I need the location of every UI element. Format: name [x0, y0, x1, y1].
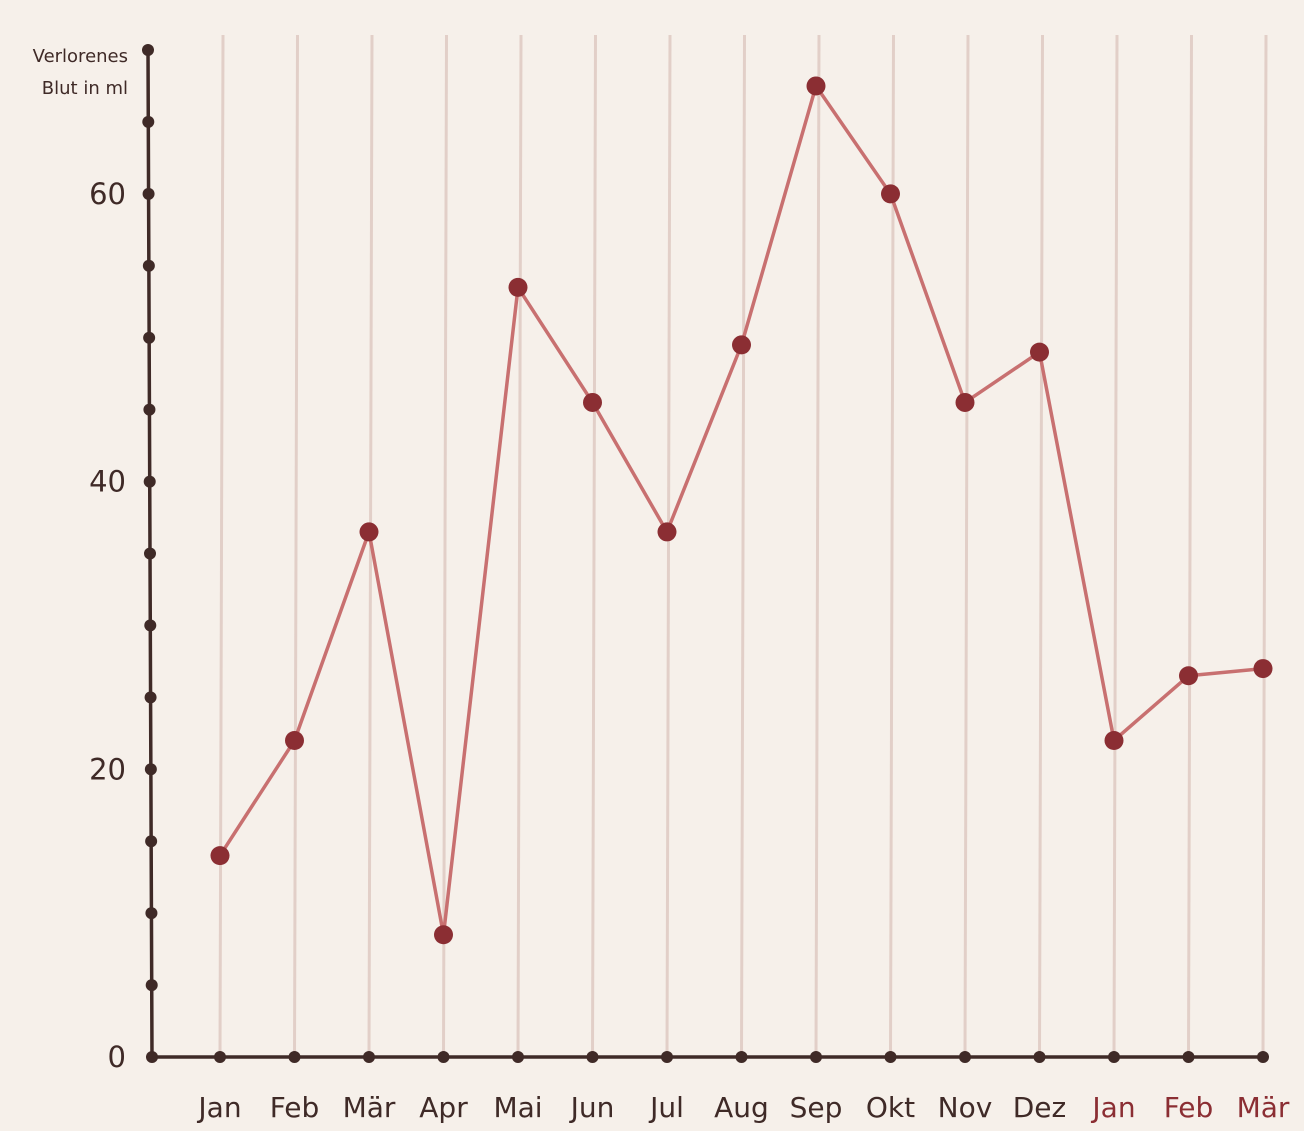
data-point-10 — [881, 184, 900, 204]
x-tick-dot-3 — [363, 1051, 375, 1063]
gridline-6 — [591, 34, 597, 1058]
gridline-2 — [293, 34, 299, 1058]
gridline-7 — [665, 34, 672, 1058]
x-tick-label-8: Aug — [714, 1091, 769, 1124]
data-point-12 — [1030, 342, 1049, 362]
data-point-11 — [955, 392, 975, 412]
y-tick-dot-65 — [142, 115, 155, 128]
y-tick-label-20: 20 — [89, 752, 126, 786]
x-tick-dot-15 — [1257, 1051, 1269, 1063]
y-tick-dot-70 — [142, 44, 154, 56]
x-tick-label-10: Okt — [866, 1091, 915, 1124]
x-tick-label-15: Mär — [1237, 1091, 1290, 1124]
data-point-1 — [210, 846, 230, 866]
data-point-6 — [583, 392, 602, 412]
y-tick-dot-35 — [144, 547, 156, 560]
x-tick-dot-12 — [1033, 1051, 1046, 1063]
y-axis-label-line-2: Blut in ml — [41, 78, 128, 99]
x-tick-label-11: Nov — [938, 1091, 993, 1124]
x-tick-dot-14 — [1182, 1051, 1195, 1063]
x-tick-dot-8 — [735, 1051, 748, 1063]
y-tick-label-60: 60 — [89, 177, 126, 211]
y-tick-dot-0 — [146, 1051, 158, 1063]
gridline-8 — [740, 34, 746, 1058]
y-tick-label-0: 0 — [108, 1040, 126, 1074]
x-tick-dot-13 — [1108, 1051, 1120, 1063]
x-tick-label-12: Dez — [1013, 1091, 1066, 1124]
data-point-4 — [434, 925, 453, 945]
data-point-15 — [1253, 659, 1273, 679]
x-tick-label-4: Apr — [419, 1091, 468, 1124]
x-tick-label-3: Mär — [343, 1091, 396, 1124]
y-tick-dot-45 — [143, 403, 156, 416]
x-tick-dot-6 — [586, 1051, 599, 1063]
gridline-15 — [1261, 34, 1268, 1058]
data-point-7 — [657, 522, 677, 542]
y-tick-dot-25 — [144, 691, 157, 704]
data-point-9 — [806, 76, 826, 96]
y-tick-label-40: 40 — [89, 465, 126, 499]
data-point-3 — [359, 522, 379, 542]
y-tick-dot-10 — [145, 907, 158, 920]
y-tick-dot-55 — [142, 259, 155, 272]
y-tick-dot-5 — [145, 979, 158, 992]
gridline-5 — [516, 34, 523, 1058]
y-axis-label-line-1: Verlorenes — [32, 46, 128, 67]
x-tick-label-2: Feb — [270, 1091, 320, 1124]
data-point-14 — [1179, 666, 1198, 686]
x-tick-dot-1 — [214, 1051, 226, 1063]
gridline-4 — [442, 34, 448, 1058]
x-tick-label-14: Feb — [1164, 1091, 1214, 1124]
data-point-2 — [285, 731, 304, 751]
x-tick-label-9: Sep — [790, 1091, 843, 1124]
y-tick-dot-40 — [143, 475, 156, 488]
gridline-14 — [1187, 34, 1193, 1058]
x-tick-dot-9 — [810, 1051, 822, 1063]
x-tick-dot-4 — [437, 1051, 450, 1063]
x-tick-dot-7 — [661, 1051, 673, 1063]
x-tick-label-13: Jan — [1090, 1091, 1135, 1124]
x-tick-dot-5 — [512, 1051, 524, 1063]
y-tick-dot-50 — [143, 331, 156, 344]
x-tick-label-5: Mai — [493, 1091, 542, 1124]
x-tick-label-1: Jan — [196, 1091, 241, 1124]
x-tick-label-7: Jul — [648, 1091, 684, 1124]
gridline-9 — [814, 34, 821, 1058]
gridline-13 — [1112, 34, 1119, 1058]
y-tick-dot-60 — [142, 187, 155, 200]
x-tick-dot-2 — [288, 1051, 301, 1063]
x-tick-label-6: Jun — [569, 1091, 615, 1124]
gridline-12 — [1038, 34, 1044, 1058]
x-tick-dot-11 — [959, 1051, 971, 1063]
y-tick-dot-20 — [144, 763, 157, 776]
gridline-1 — [218, 34, 225, 1058]
y-tick-dot-15 — [145, 835, 158, 848]
x-tick-dot-10 — [884, 1051, 897, 1063]
y-tick-dot-30 — [144, 619, 157, 632]
data-point-5 — [508, 277, 528, 297]
gridline-11 — [963, 34, 970, 1058]
data-point-8 — [732, 335, 751, 355]
data-point-13 — [1104, 731, 1124, 751]
